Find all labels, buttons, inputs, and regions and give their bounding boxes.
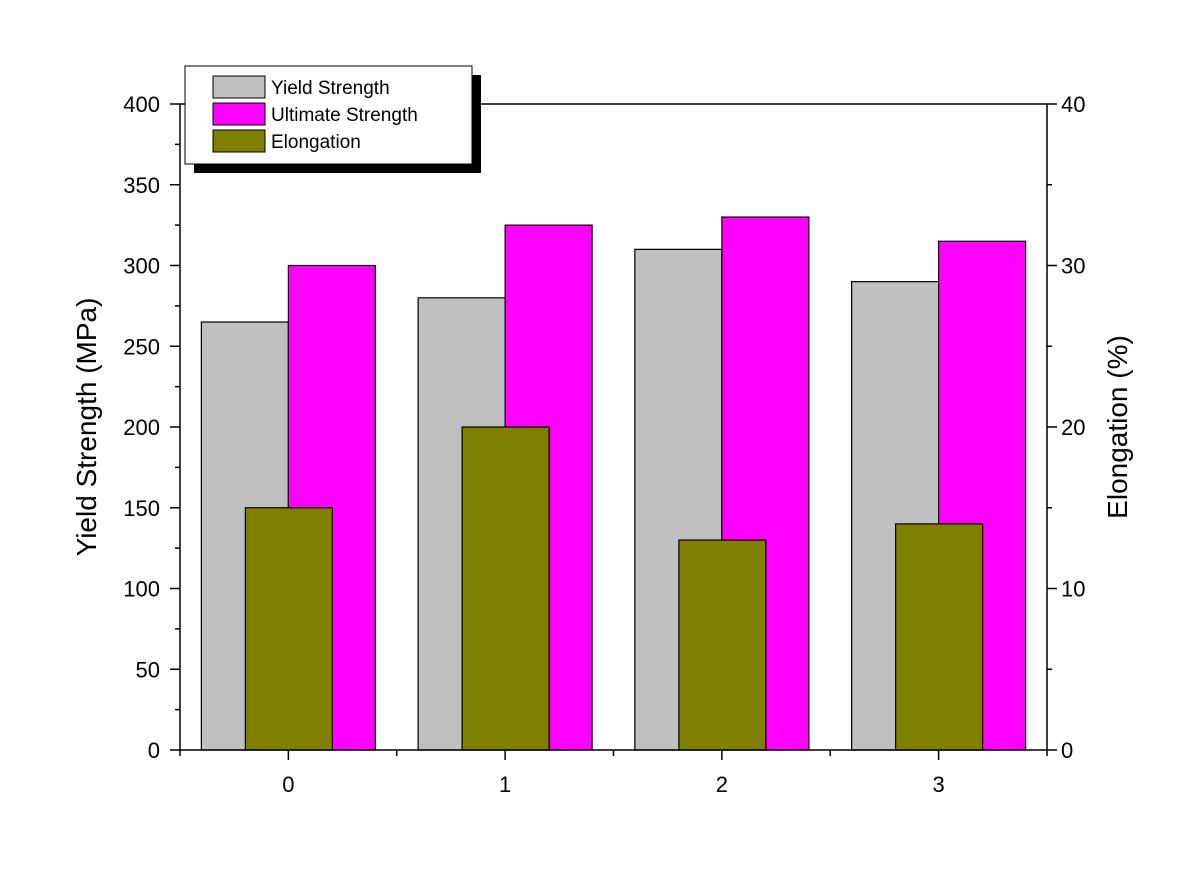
x-tick-label: 3 xyxy=(933,772,945,797)
bar-elongation-2 xyxy=(678,539,767,751)
legend-swatch-elongation xyxy=(212,129,266,153)
y2-tick-label: 10 xyxy=(1061,577,1085,602)
x-tick-label: 0 xyxy=(282,772,294,797)
legend-swatch-yield-strength xyxy=(212,75,266,99)
y2-tick-label: 0 xyxy=(1061,738,1073,763)
bar-elongation-1 xyxy=(461,426,550,751)
y-tick-label: 200 xyxy=(123,415,160,440)
y-tick-label: 350 xyxy=(123,173,160,198)
y-tick-label: 150 xyxy=(123,496,160,521)
legend-label-elongation: Elongation xyxy=(271,132,361,153)
bars-layer xyxy=(200,216,1027,751)
y-tick-label: 400 xyxy=(123,92,160,117)
bar-elongation-0 xyxy=(244,507,333,751)
y2-tick-label: 20 xyxy=(1061,415,1085,440)
legend-items: Yield Strength Ultimate Strength Elongatio… xyxy=(212,75,418,153)
y2-tick-label: 40 xyxy=(1061,92,1085,117)
y-axis-title: Yield Strength (MPa) xyxy=(71,298,102,557)
y-tick-label: 100 xyxy=(123,577,160,602)
y2-tick-label: 30 xyxy=(1061,254,1085,279)
y-tick-label: 50 xyxy=(136,657,160,682)
y2-axis-title: Elongation (%) xyxy=(1102,335,1133,519)
y-tick-label: 250 xyxy=(123,334,160,359)
legend: Yield Strength Ultimate Strength Elongatio… xyxy=(184,65,481,173)
bar-elongation-3 xyxy=(895,523,984,751)
legend-label-ultimate-strength: Ultimate Strength xyxy=(271,105,418,126)
x-tick-label: 1 xyxy=(499,772,511,797)
legend-swatch-ultimate-strength xyxy=(212,102,266,126)
x-tick-label: 2 xyxy=(716,772,728,797)
y-tick-label: 0 xyxy=(148,738,160,763)
y-tick-label: 300 xyxy=(123,254,160,279)
legend-label-yield-strength: Yield Strength xyxy=(271,78,390,99)
